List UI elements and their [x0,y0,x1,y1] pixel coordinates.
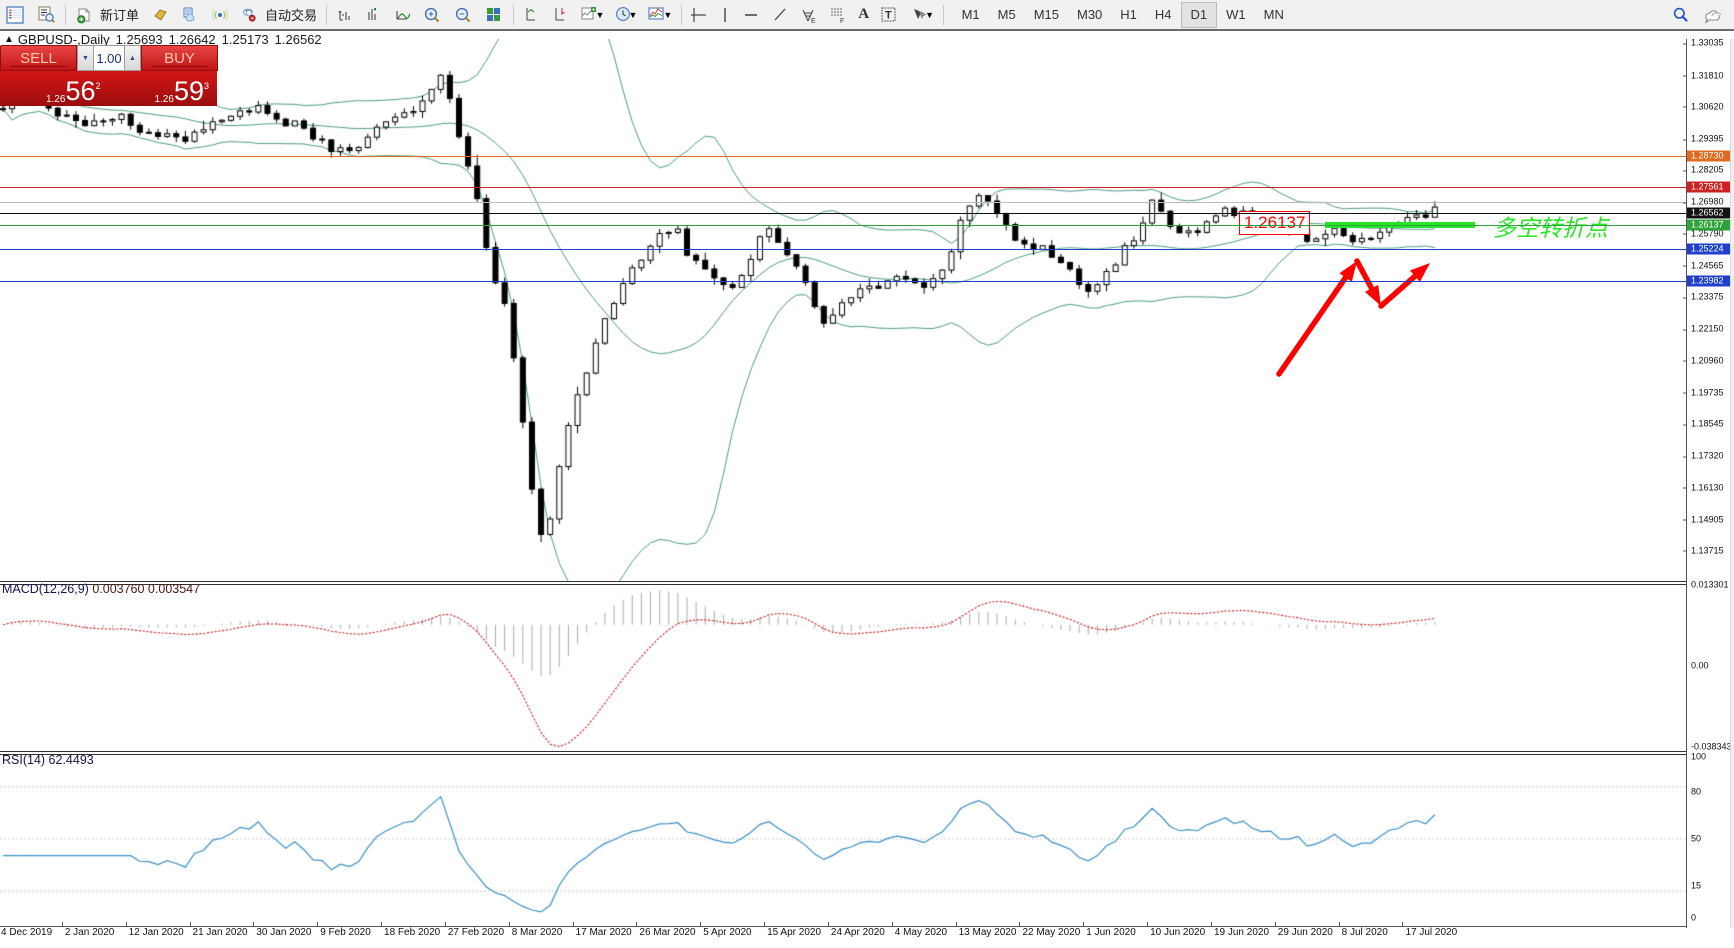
svg-text:E: E [811,18,816,24]
svg-text:T: T [885,9,892,21]
svg-text:F: F [840,18,844,24]
